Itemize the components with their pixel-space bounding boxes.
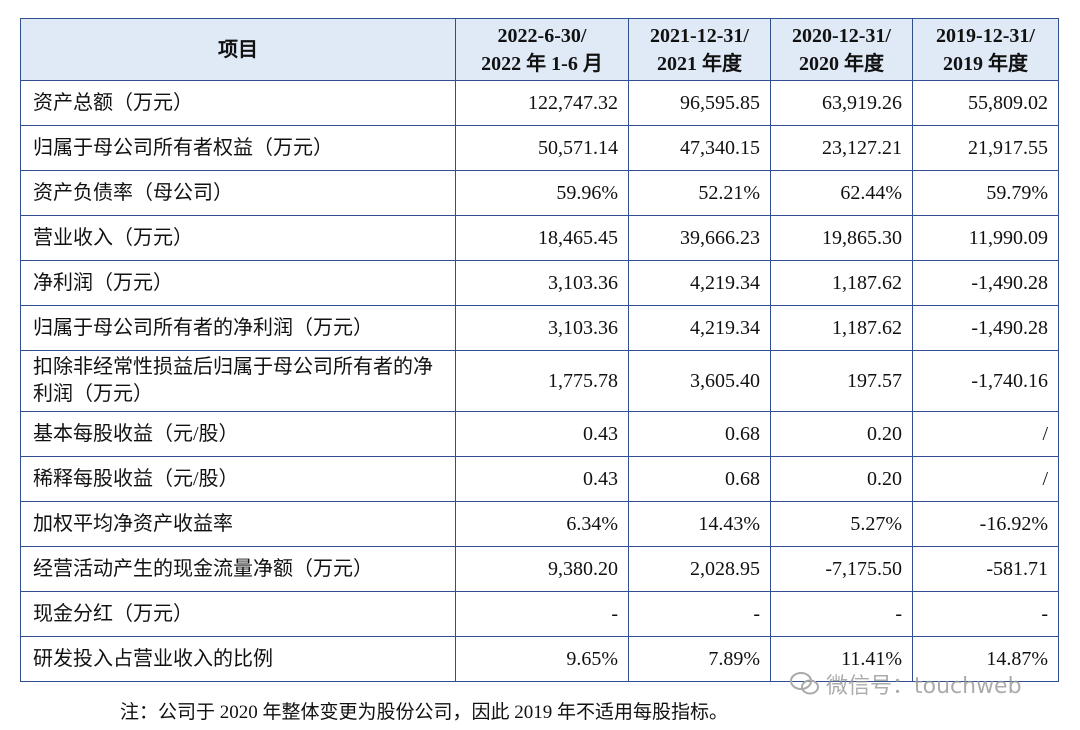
footnote: 注：公司于 2020 年整体变更为股份公司，因此 2019 年不适用每股指标。 (120, 702, 729, 723)
table-row: 基本每股收益（元/股） 0.43 0.68 0.20/ (20, 411, 1059, 457)
watermark: 微信号：touchweb (790, 668, 1022, 700)
financial-table: 项目 2022-6-30/ 2022 年 1-6 月 2021-12-31/ 202… (20, 18, 1059, 682)
value-cell: 9.65% (455, 636, 629, 682)
header-cell: 2019-12-31/ 2019 年度 (912, 18, 1059, 81)
table-row: 扣除非经常性损益后归属于母公司所有者的净利润（万元） 1,775.78 3,605.… (20, 350, 1059, 412)
value-cell: 63,919.26 (770, 80, 913, 126)
table-row: 研发投入占营业收入的比例 9.65% 7.89% 11.41% 14.87% (20, 636, 1059, 682)
value-cell: / (912, 456, 1059, 502)
table-row: 归属于母公司所有者权益（万元） 50,571.14 47,340.15 23,127.… (20, 125, 1059, 171)
value-cell: 23,127.21 (770, 125, 913, 171)
value-cell: 19,865.30 (770, 215, 913, 261)
value-cell: 1,187.62 (770, 305, 913, 351)
row-label: 营业收入（万元） (20, 215, 456, 261)
value-cell: 0.68 (628, 456, 771, 502)
table-row: 归属于母公司所有者的净利润（万元） 3,103.36 4,219.34 1,187.6… (20, 305, 1059, 351)
value-cell: - (912, 591, 1059, 637)
row-label: 资产总额（万元） (20, 80, 456, 126)
value-cell: 59.79% (912, 170, 1059, 216)
wechat-icon (790, 672, 819, 695)
value-cell: 96,595.85 (628, 80, 771, 126)
value-cell: -1,490.28 (912, 260, 1059, 306)
row-label: 扣除非经常性损益后归属于母公司所有者的净利润（万元） (20, 350, 456, 412)
value-cell: 50,571.14 (455, 125, 629, 171)
row-label: 归属于母公司所有者权益（万元） (20, 125, 456, 171)
table-row: 加权平均净资产收益率 6.34% 14.43% 5.27% -16.92% (20, 501, 1059, 547)
row-label: 基本每股收益（元/股） (20, 411, 456, 457)
table-row: 现金分红（万元） - - - - (20, 591, 1059, 637)
value-cell: - (770, 591, 913, 637)
watermark-text: 微信号：touchweb (826, 674, 1022, 699)
value-cell: 18,465.45 (455, 215, 629, 261)
value-cell: 2,028.95 (628, 546, 771, 592)
header-cell: 2020-12-31/ 2020 年度 (770, 18, 913, 81)
value-cell: -581.71 (912, 546, 1059, 592)
row-label: 净利润（万元） (20, 260, 456, 306)
header-cell: 2021-12-31/ 2021 年度 (628, 18, 771, 81)
header-cell: 项目 (20, 18, 456, 81)
value-cell: 5.27% (770, 501, 913, 547)
row-label: 稀释每股收益（元/股） (20, 456, 456, 502)
value-cell: 52.21% (628, 170, 771, 216)
value-cell: 11,990.09 (912, 215, 1059, 261)
value-cell: 0.20 (770, 456, 913, 502)
row-label: 加权平均净资产收益率 (20, 501, 456, 547)
value-cell: -7,175.50 (770, 546, 913, 592)
value-cell: 0.68 (628, 411, 771, 457)
row-label: 现金分红（万元） (20, 591, 456, 637)
value-cell: 39,666.23 (628, 215, 771, 261)
value-cell: 4,219.34 (628, 260, 771, 306)
value-cell: 0.43 (455, 456, 629, 502)
value-cell: 3,103.36 (455, 305, 629, 351)
table-row: 稀释每股收益（元/股） 0.43 0.68 0.20/ (20, 456, 1059, 502)
table-row: 资产总额（万元） 122,747.32 96,595.85 63,919.26 55,8… (20, 80, 1059, 126)
row-label: 资产负债率（母公司） (20, 170, 456, 216)
value-cell: 47,340.15 (628, 125, 771, 171)
header-row: 项目 2022-6-30/ 2022 年 1-6 月 2021-12-31/ 202… (20, 18, 1059, 81)
value-cell: 55,809.02 (912, 80, 1059, 126)
value-cell: 3,605.40 (628, 350, 771, 412)
value-cell: 0.43 (455, 411, 629, 457)
value-cell: 4,219.34 (628, 305, 771, 351)
header-cell: 2022-6-30/ 2022 年 1-6 月 (455, 18, 629, 81)
value-cell: 9,380.20 (455, 546, 629, 592)
value-cell: 197.57 (770, 350, 913, 412)
row-label: 经营活动产生的现金流量净额（万元） (20, 546, 456, 592)
value-cell: - (628, 591, 771, 637)
table-row: 经营活动产生的现金流量净额（万元） 9,380.20 2,028.95 -7,175.… (20, 546, 1059, 592)
value-cell: 59.96% (455, 170, 629, 216)
value-cell: 62.44% (770, 170, 913, 216)
row-label: 归属于母公司所有者的净利润（万元） (20, 305, 456, 351)
value-cell: 21,917.55 (912, 125, 1059, 171)
value-cell: 0.20 (770, 411, 913, 457)
value-cell: 6.34% (455, 501, 629, 547)
table-row: 资产负债率（母公司） 59.96% 52.21% 62.44% 59.79% (20, 170, 1059, 216)
value-cell: -1,740.16 (912, 350, 1059, 412)
value-cell: -1,490.28 (912, 305, 1059, 351)
value-cell: 7.89% (628, 636, 771, 682)
row-label: 研发投入占营业收入的比例 (20, 636, 456, 682)
value-cell: - (455, 591, 629, 637)
table-row: 营业收入（万元） 18,465.45 39,666.23 19,865.30 11,99… (20, 215, 1059, 261)
value-cell: 14.43% (628, 501, 771, 547)
value-cell: 14.87% (912, 636, 1059, 682)
value-cell: 122,747.32 (455, 80, 629, 126)
value-cell: 1,187.62 (770, 260, 913, 306)
value-cell: 3,103.36 (455, 260, 629, 306)
table-body: 资产总额（万元） 122,747.32 96,595.85 63,919.26 55,8… (20, 80, 1059, 682)
value-cell: -16.92% (912, 501, 1059, 547)
value-cell: 1,775.78 (455, 350, 629, 412)
table-row: 净利润（万元） 3,103.36 4,219.34 1,187.62 -1,490.28 (20, 260, 1059, 306)
value-cell: / (912, 411, 1059, 457)
